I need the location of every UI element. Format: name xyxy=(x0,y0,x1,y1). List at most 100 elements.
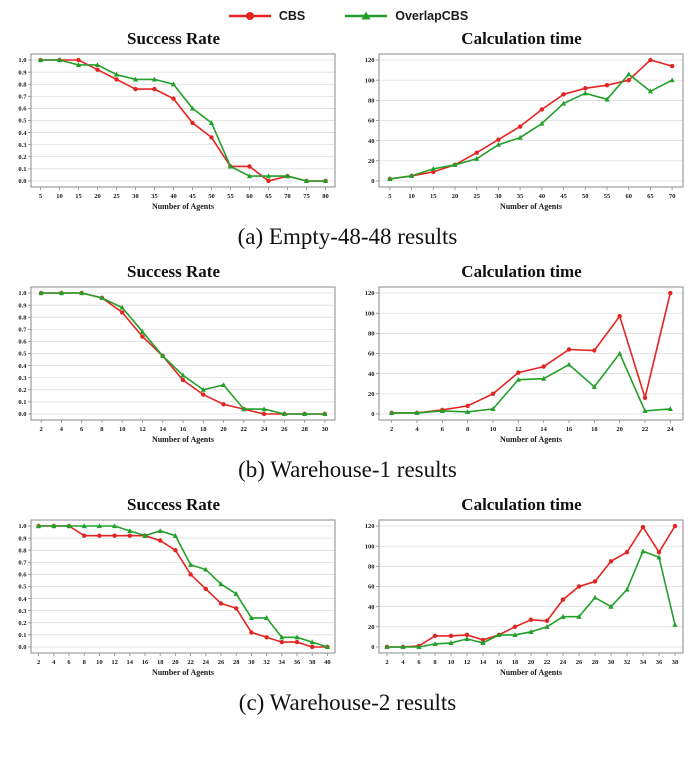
svg-text:12: 12 xyxy=(515,426,522,433)
svg-text:8: 8 xyxy=(433,659,437,666)
svg-text:24: 24 xyxy=(559,659,566,666)
svg-text:0.6: 0.6 xyxy=(18,572,27,579)
svg-text:30: 30 xyxy=(495,193,502,200)
svg-text:30: 30 xyxy=(248,659,255,666)
svg-text:28: 28 xyxy=(301,426,308,433)
svg-text:1.0: 1.0 xyxy=(18,290,26,297)
svg-text:16: 16 xyxy=(565,426,572,433)
svg-text:10: 10 xyxy=(56,193,63,200)
svg-text:6: 6 xyxy=(67,659,71,666)
svg-text:5: 5 xyxy=(388,193,392,200)
chart-a-success-rate: Success Rate 0.0 0.1 0.2 0.3 0.4 0.5 0.6 0.7 0.8… xyxy=(5,28,343,217)
svg-text:55: 55 xyxy=(603,193,610,200)
svg-text:12: 12 xyxy=(111,659,118,666)
svg-text:20: 20 xyxy=(368,158,375,165)
svg-text:40: 40 xyxy=(538,193,545,200)
svg-text:32: 32 xyxy=(623,659,630,666)
svg-text:26: 26 xyxy=(217,659,224,666)
figure-caption-c: (c) Warehouse-2 results xyxy=(238,690,457,715)
svg-text:0.3: 0.3 xyxy=(18,375,27,382)
chart-title: Calculation time xyxy=(461,495,582,514)
svg-text:0: 0 xyxy=(371,411,374,418)
svg-text:35: 35 xyxy=(516,193,523,200)
svg-text:80: 80 xyxy=(322,193,329,200)
svg-text:0.1: 0.1 xyxy=(18,399,26,406)
svg-text:0.3: 0.3 xyxy=(18,142,27,149)
chart-c-success-rate: Success Rate 0.0 0.1 0.2 0.3 0.4 0.5 0.6 0.7 0.8… xyxy=(5,494,343,683)
svg-text:18: 18 xyxy=(200,426,207,433)
figure-caption-b: (b) Warehouse-1 results xyxy=(238,457,457,482)
svg-text:28: 28 xyxy=(591,659,598,666)
svg-text:10: 10 xyxy=(408,193,415,200)
svg-text:60: 60 xyxy=(246,193,253,200)
chart-b-calculation-time: Calculation time 0 20 40 60 80 100 120 2 4 6 8 10 12… xyxy=(353,261,691,450)
svg-text:120: 120 xyxy=(364,57,374,64)
chart-c-calculation-time: Calculation time 0 20 40 60 80 100 120 2 4 6 8 10 12… xyxy=(353,494,691,683)
svg-text:50: 50 xyxy=(582,193,589,200)
svg-text:0.5: 0.5 xyxy=(18,118,27,125)
svg-text:16: 16 xyxy=(141,659,148,666)
svg-text:35: 35 xyxy=(151,193,158,200)
svg-text:0.2: 0.2 xyxy=(18,154,26,161)
svg-text:36: 36 xyxy=(293,659,300,666)
svg-text:0: 0 xyxy=(371,644,374,651)
svg-text:120: 120 xyxy=(364,290,374,297)
svg-text:0.0: 0.0 xyxy=(18,178,26,185)
svg-text:22: 22 xyxy=(543,659,550,666)
svg-text:0.7: 0.7 xyxy=(18,94,27,101)
svg-text:100: 100 xyxy=(364,77,374,84)
svg-text:20: 20 xyxy=(172,659,179,666)
svg-text:20: 20 xyxy=(94,193,101,200)
svg-text:0.7: 0.7 xyxy=(18,560,27,567)
svg-text:80: 80 xyxy=(368,564,375,571)
svg-text:22: 22 xyxy=(240,426,247,433)
svg-text:0.8: 0.8 xyxy=(18,81,27,88)
svg-text:10: 10 xyxy=(118,426,125,433)
svg-text:15: 15 xyxy=(430,193,437,200)
svg-text:18: 18 xyxy=(591,426,598,433)
svg-text:12: 12 xyxy=(463,659,470,666)
figure-b-charts-row: Success Rate 0.0 0.1 0.2 0.3 0.4 0.5 0.6 0.7 0.8… xyxy=(0,261,695,450)
svg-text:0: 0 xyxy=(371,178,374,185)
svg-text:2: 2 xyxy=(36,659,39,666)
svg-text:14: 14 xyxy=(540,426,547,433)
svg-text:8: 8 xyxy=(82,659,86,666)
svg-text:28: 28 xyxy=(232,659,239,666)
svg-text:50: 50 xyxy=(208,193,215,200)
svg-text:60: 60 xyxy=(368,351,375,358)
svg-text:25: 25 xyxy=(473,193,480,200)
svg-text:Number of Agents: Number of Agents xyxy=(499,435,561,444)
svg-text:4: 4 xyxy=(415,426,419,433)
svg-text:0.8: 0.8 xyxy=(18,547,27,554)
svg-text:22: 22 xyxy=(641,426,648,433)
svg-text:30: 30 xyxy=(321,426,328,433)
svg-text:0.5: 0.5 xyxy=(18,351,27,358)
svg-text:0.5: 0.5 xyxy=(18,584,27,591)
figure-c-warehouse-2: Success Rate 0.0 0.1 0.2 0.3 0.4 0.5 0.6 0.7 0.8… xyxy=(0,494,695,725)
svg-text:38: 38 xyxy=(671,659,678,666)
svg-text:0.1: 0.1 xyxy=(18,632,26,639)
svg-text:70: 70 xyxy=(284,193,291,200)
svg-text:6: 6 xyxy=(80,426,84,433)
svg-text:0.9: 0.9 xyxy=(18,302,27,309)
svg-text:0.7: 0.7 xyxy=(18,327,27,334)
svg-text:8: 8 xyxy=(466,426,470,433)
svg-text:15: 15 xyxy=(75,193,82,200)
legend-label-overlapcbs: OverlapCBS xyxy=(395,8,469,23)
success-rate-plot-b: 0.00.10.20.30.40.50.60.70.80.91.02 4 6 8 10 1… xyxy=(18,286,335,444)
svg-text:10: 10 xyxy=(489,426,496,433)
svg-text:0.0: 0.0 xyxy=(18,644,26,651)
svg-text:14: 14 xyxy=(479,659,486,666)
svg-text:20: 20 xyxy=(616,426,623,433)
figure-caption-a: (a) Empty-48-48 results xyxy=(237,224,458,249)
svg-text:70: 70 xyxy=(668,193,675,200)
svg-text:36: 36 xyxy=(655,659,662,666)
svg-text:6: 6 xyxy=(417,659,421,666)
legend-label-cbs: CBS xyxy=(278,8,306,23)
svg-text:55: 55 xyxy=(227,193,234,200)
svg-text:24: 24 xyxy=(260,426,267,433)
svg-text:10: 10 xyxy=(96,659,103,666)
svg-text:20: 20 xyxy=(368,624,375,631)
